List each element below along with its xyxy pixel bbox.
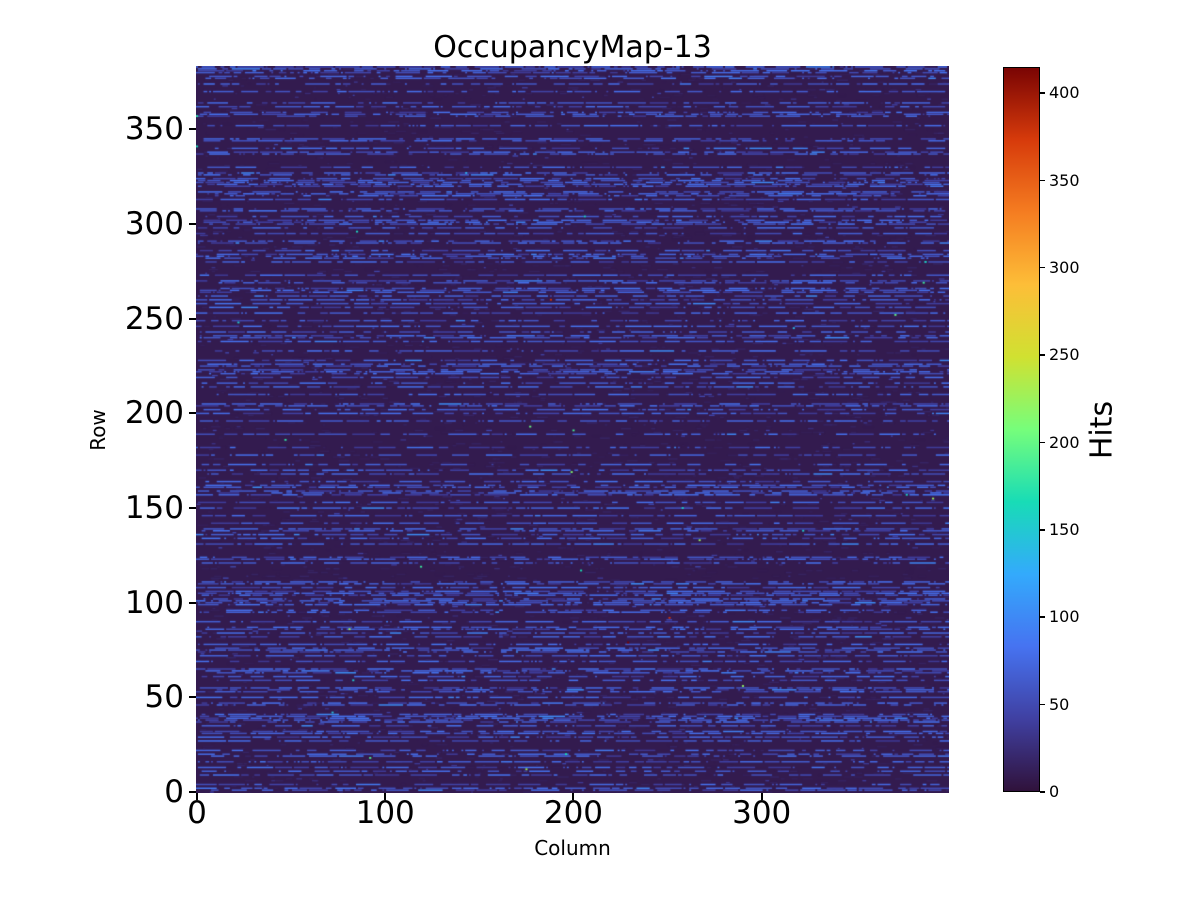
colorbar-tick-mark [1040, 616, 1045, 618]
heatmap-canvas [196, 66, 949, 793]
colorbar-tick-label: 150 [1049, 519, 1080, 539]
x-tick-label: 100 [355, 795, 415, 831]
x-tick-label: 0 [187, 795, 207, 831]
y-tick-label: 50 [144, 679, 184, 716]
colorbar-tick-label: 350 [1049, 170, 1080, 190]
colorbar-tick-label: 400 [1049, 83, 1080, 103]
x-tick-label: 300 [732, 795, 792, 831]
x-tick-mark [760, 793, 763, 800]
chart-title: OccupancyMap-13 [433, 30, 712, 65]
y-tick-label: 0 [164, 774, 184, 811]
colorbar-tick-label: 250 [1049, 345, 1080, 365]
y-tick-mark [189, 696, 196, 699]
x-tick-label: 200 [543, 795, 604, 831]
colorbar-tick-label: 200 [1049, 432, 1080, 452]
y-tick-mark [189, 128, 196, 131]
y-tick-label: 300 [124, 206, 184, 243]
y-tick-mark [189, 791, 196, 794]
colorbar-tick-mark [1040, 703, 1045, 706]
x-tick-mark [572, 793, 575, 800]
y-tick-label: 350 [124, 111, 184, 148]
colorbar-tick-mark [1040, 441, 1045, 444]
colorbar-tick-mark [1040, 266, 1045, 269]
x-axis-label: Column [534, 836, 611, 860]
colorbar-label: Hits [1084, 400, 1120, 460]
heatmap-plot-area [196, 66, 949, 793]
x-tick-mark [195, 793, 198, 800]
colorbar-tick-label: 100 [1049, 607, 1080, 627]
colorbar [1003, 67, 1040, 792]
y-tick-mark [189, 223, 196, 226]
colorbar-tick-mark [1040, 791, 1045, 793]
y-tick-mark [189, 507, 196, 510]
colorbar-tick-label: 0 [1049, 782, 1060, 801]
colorbar-tick-mark [1040, 528, 1045, 531]
x-tick-mark [384, 793, 387, 800]
y-tick-mark [189, 412, 196, 415]
colorbar-tick-mark [1040, 92, 1045, 94]
y-tick-label: 250 [124, 300, 184, 337]
colorbar-tick-label: 50 [1049, 694, 1070, 714]
y-tick-label: 100 [124, 584, 184, 621]
y-tick-mark [189, 601, 196, 604]
y-tick-mark [189, 317, 196, 320]
y-tick-label: 150 [124, 490, 184, 527]
colorbar-tick-label: 300 [1049, 257, 1080, 277]
colorbar-tick-mark [1040, 354, 1045, 356]
y-tick-label: 200 [124, 395, 184, 432]
colorbar-tick-mark [1040, 179, 1045, 182]
